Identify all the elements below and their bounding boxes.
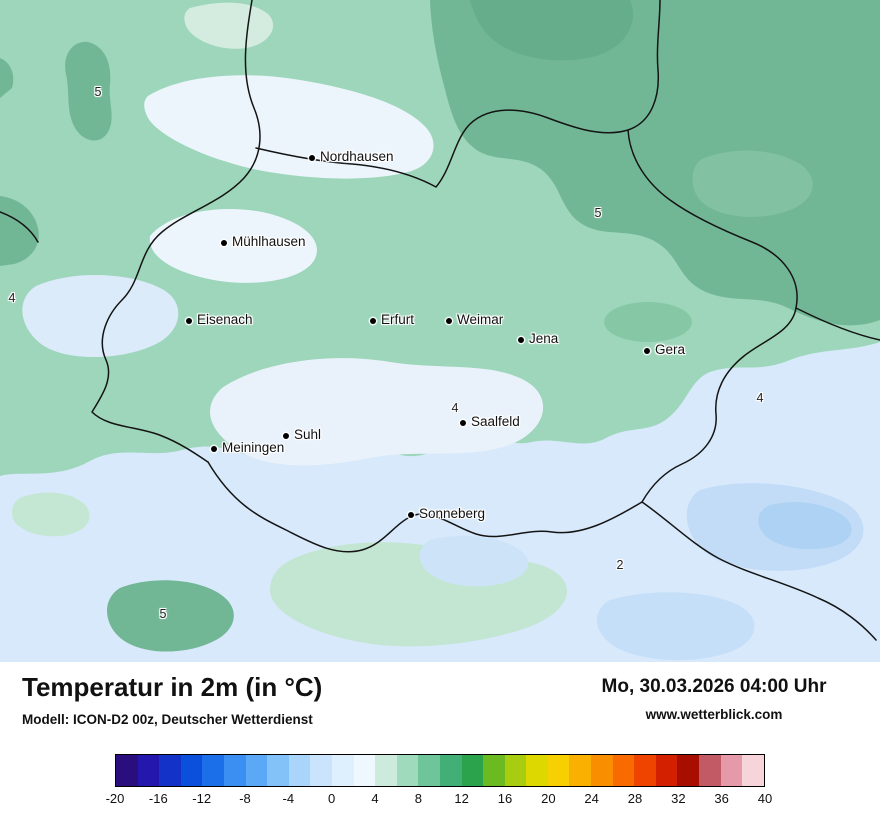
legend-tick-label: 32 bbox=[671, 791, 686, 806]
city-label: Mühlhausen bbox=[232, 234, 306, 249]
city-dot bbox=[186, 318, 192, 324]
legend-color-cell bbox=[569, 755, 592, 786]
legend-color-cell bbox=[612, 755, 635, 786]
city-dot bbox=[408, 512, 414, 518]
city-dot bbox=[446, 318, 452, 324]
legend-color-cell bbox=[677, 755, 700, 786]
temperature-value-label: 4 bbox=[451, 401, 459, 415]
legend-tick-label: 20 bbox=[541, 791, 556, 806]
legend-color-cell bbox=[331, 755, 354, 786]
legend-color-cell bbox=[418, 755, 440, 786]
legend-color-cell bbox=[547, 755, 570, 786]
legend-tick-label: 0 bbox=[328, 791, 336, 806]
website-url: www.wetterblick.com bbox=[645, 707, 783, 722]
temperature-value-label: 5 bbox=[94, 85, 102, 99]
legend-color-cell bbox=[245, 755, 268, 786]
temperature-value-label: 2 bbox=[616, 558, 624, 572]
legend-color-cell bbox=[634, 755, 656, 786]
legend-color-cell bbox=[180, 755, 203, 786]
map-footer: Temperatur in 2m (in °C) Modell: ICON-D2… bbox=[0, 662, 880, 830]
weather-map: Nordhausen Mühlhausen Eisenach Erfurt Weimar… bbox=[0, 0, 880, 662]
legend-color-cell bbox=[353, 755, 376, 786]
legend-color-cell bbox=[223, 755, 246, 786]
city-label: Jena bbox=[529, 331, 559, 346]
temperature-value-label: 5 bbox=[159, 607, 167, 621]
legend-tick-label: -4 bbox=[282, 791, 295, 806]
legend-ticks: -20 -16 -12 -8 -4 0 4 8 12 16 20 24 28 32 36 40 bbox=[106, 791, 773, 809]
legend-color-cell bbox=[202, 755, 224, 786]
legend-color-cell bbox=[655, 755, 678, 786]
legend-tick-label: 16 bbox=[497, 791, 513, 806]
city-dot bbox=[644, 348, 650, 354]
legend-tick-label: 24 bbox=[584, 791, 599, 806]
city-label: Meiningen bbox=[222, 440, 285, 455]
legend-color-cell bbox=[310, 755, 332, 786]
temperature-value-label: 5 bbox=[594, 206, 602, 220]
city-dot bbox=[309, 155, 315, 161]
legend-color-cell bbox=[504, 755, 527, 786]
legend-color-cell bbox=[267, 755, 289, 786]
legend-tick-label: -8 bbox=[239, 791, 251, 806]
city-label: Suhl bbox=[294, 427, 322, 442]
city-label: Eisenach bbox=[197, 312, 253, 327]
map-regions bbox=[0, 0, 880, 661]
city-label: Gera bbox=[655, 342, 686, 357]
city-dot bbox=[283, 433, 289, 439]
timestamp-block: Mo, 30.03.2026 04:00 Uhr www.wetterblick… bbox=[562, 676, 866, 722]
city-dot bbox=[221, 240, 227, 246]
city-label: Weimar bbox=[457, 312, 504, 327]
city-label: Erfurt bbox=[381, 312, 415, 327]
city-label: Nordhausen bbox=[320, 149, 394, 164]
legend-color-cell bbox=[720, 755, 743, 786]
legend-color-cell bbox=[396, 755, 419, 786]
legend-color-cell bbox=[439, 755, 462, 786]
legend-color-cell bbox=[699, 755, 721, 786]
city-dot bbox=[460, 420, 466, 426]
legend-tick-label: 8 bbox=[414, 791, 422, 806]
legend-color-cell bbox=[742, 755, 764, 786]
city-dot bbox=[211, 446, 217, 452]
temperature-value-label: 4 bbox=[8, 291, 16, 305]
page-title: Temperatur in 2m (in °C) bbox=[22, 672, 323, 702]
legend-tick-label: 28 bbox=[627, 791, 643, 806]
city-layer: Nordhausen Mühlhausen Eisenach Erfurt Weimar… bbox=[8, 85, 764, 621]
legend-colorbar bbox=[115, 754, 765, 787]
legend-color-cell bbox=[375, 755, 397, 786]
legend-tick-label: 40 bbox=[757, 791, 773, 806]
legend-tick-label: -12 bbox=[192, 791, 212, 806]
legend-tick-label: -16 bbox=[148, 791, 168, 806]
city-dot bbox=[370, 318, 376, 324]
city-label: Sonneberg bbox=[419, 506, 486, 521]
legend-color-cell bbox=[137, 755, 160, 786]
legend-color-cell bbox=[591, 755, 613, 786]
legend-tick-label: 12 bbox=[454, 791, 469, 806]
legend-color-cell bbox=[526, 755, 548, 786]
legend-color-cell bbox=[483, 755, 505, 786]
temperature-map-graphic bbox=[0, 0, 880, 662]
legend-color-cell bbox=[288, 755, 311, 786]
legend-color-cell bbox=[461, 755, 484, 786]
legend-color-cell bbox=[159, 755, 181, 786]
temperature-legend: -20 -16 -12 -8 -4 0 4 8 12 16 20 24 28 32 36 40 bbox=[106, 754, 773, 809]
legend-tick-label: 36 bbox=[714, 791, 729, 806]
legend-tick-label: -20 bbox=[105, 791, 125, 806]
city-dot bbox=[518, 337, 524, 343]
forecast-datetime: Mo, 30.03.2026 04:00 Uhr bbox=[601, 676, 827, 697]
legend-tick-label: 4 bbox=[371, 791, 379, 806]
city-label: Saalfeld bbox=[471, 414, 520, 429]
model-info: Modell: ICON-D2 00z, Deutscher Wetterdie… bbox=[22, 712, 313, 727]
temperature-value-label: 4 bbox=[756, 391, 764, 405]
legend-color-cell bbox=[116, 755, 138, 786]
